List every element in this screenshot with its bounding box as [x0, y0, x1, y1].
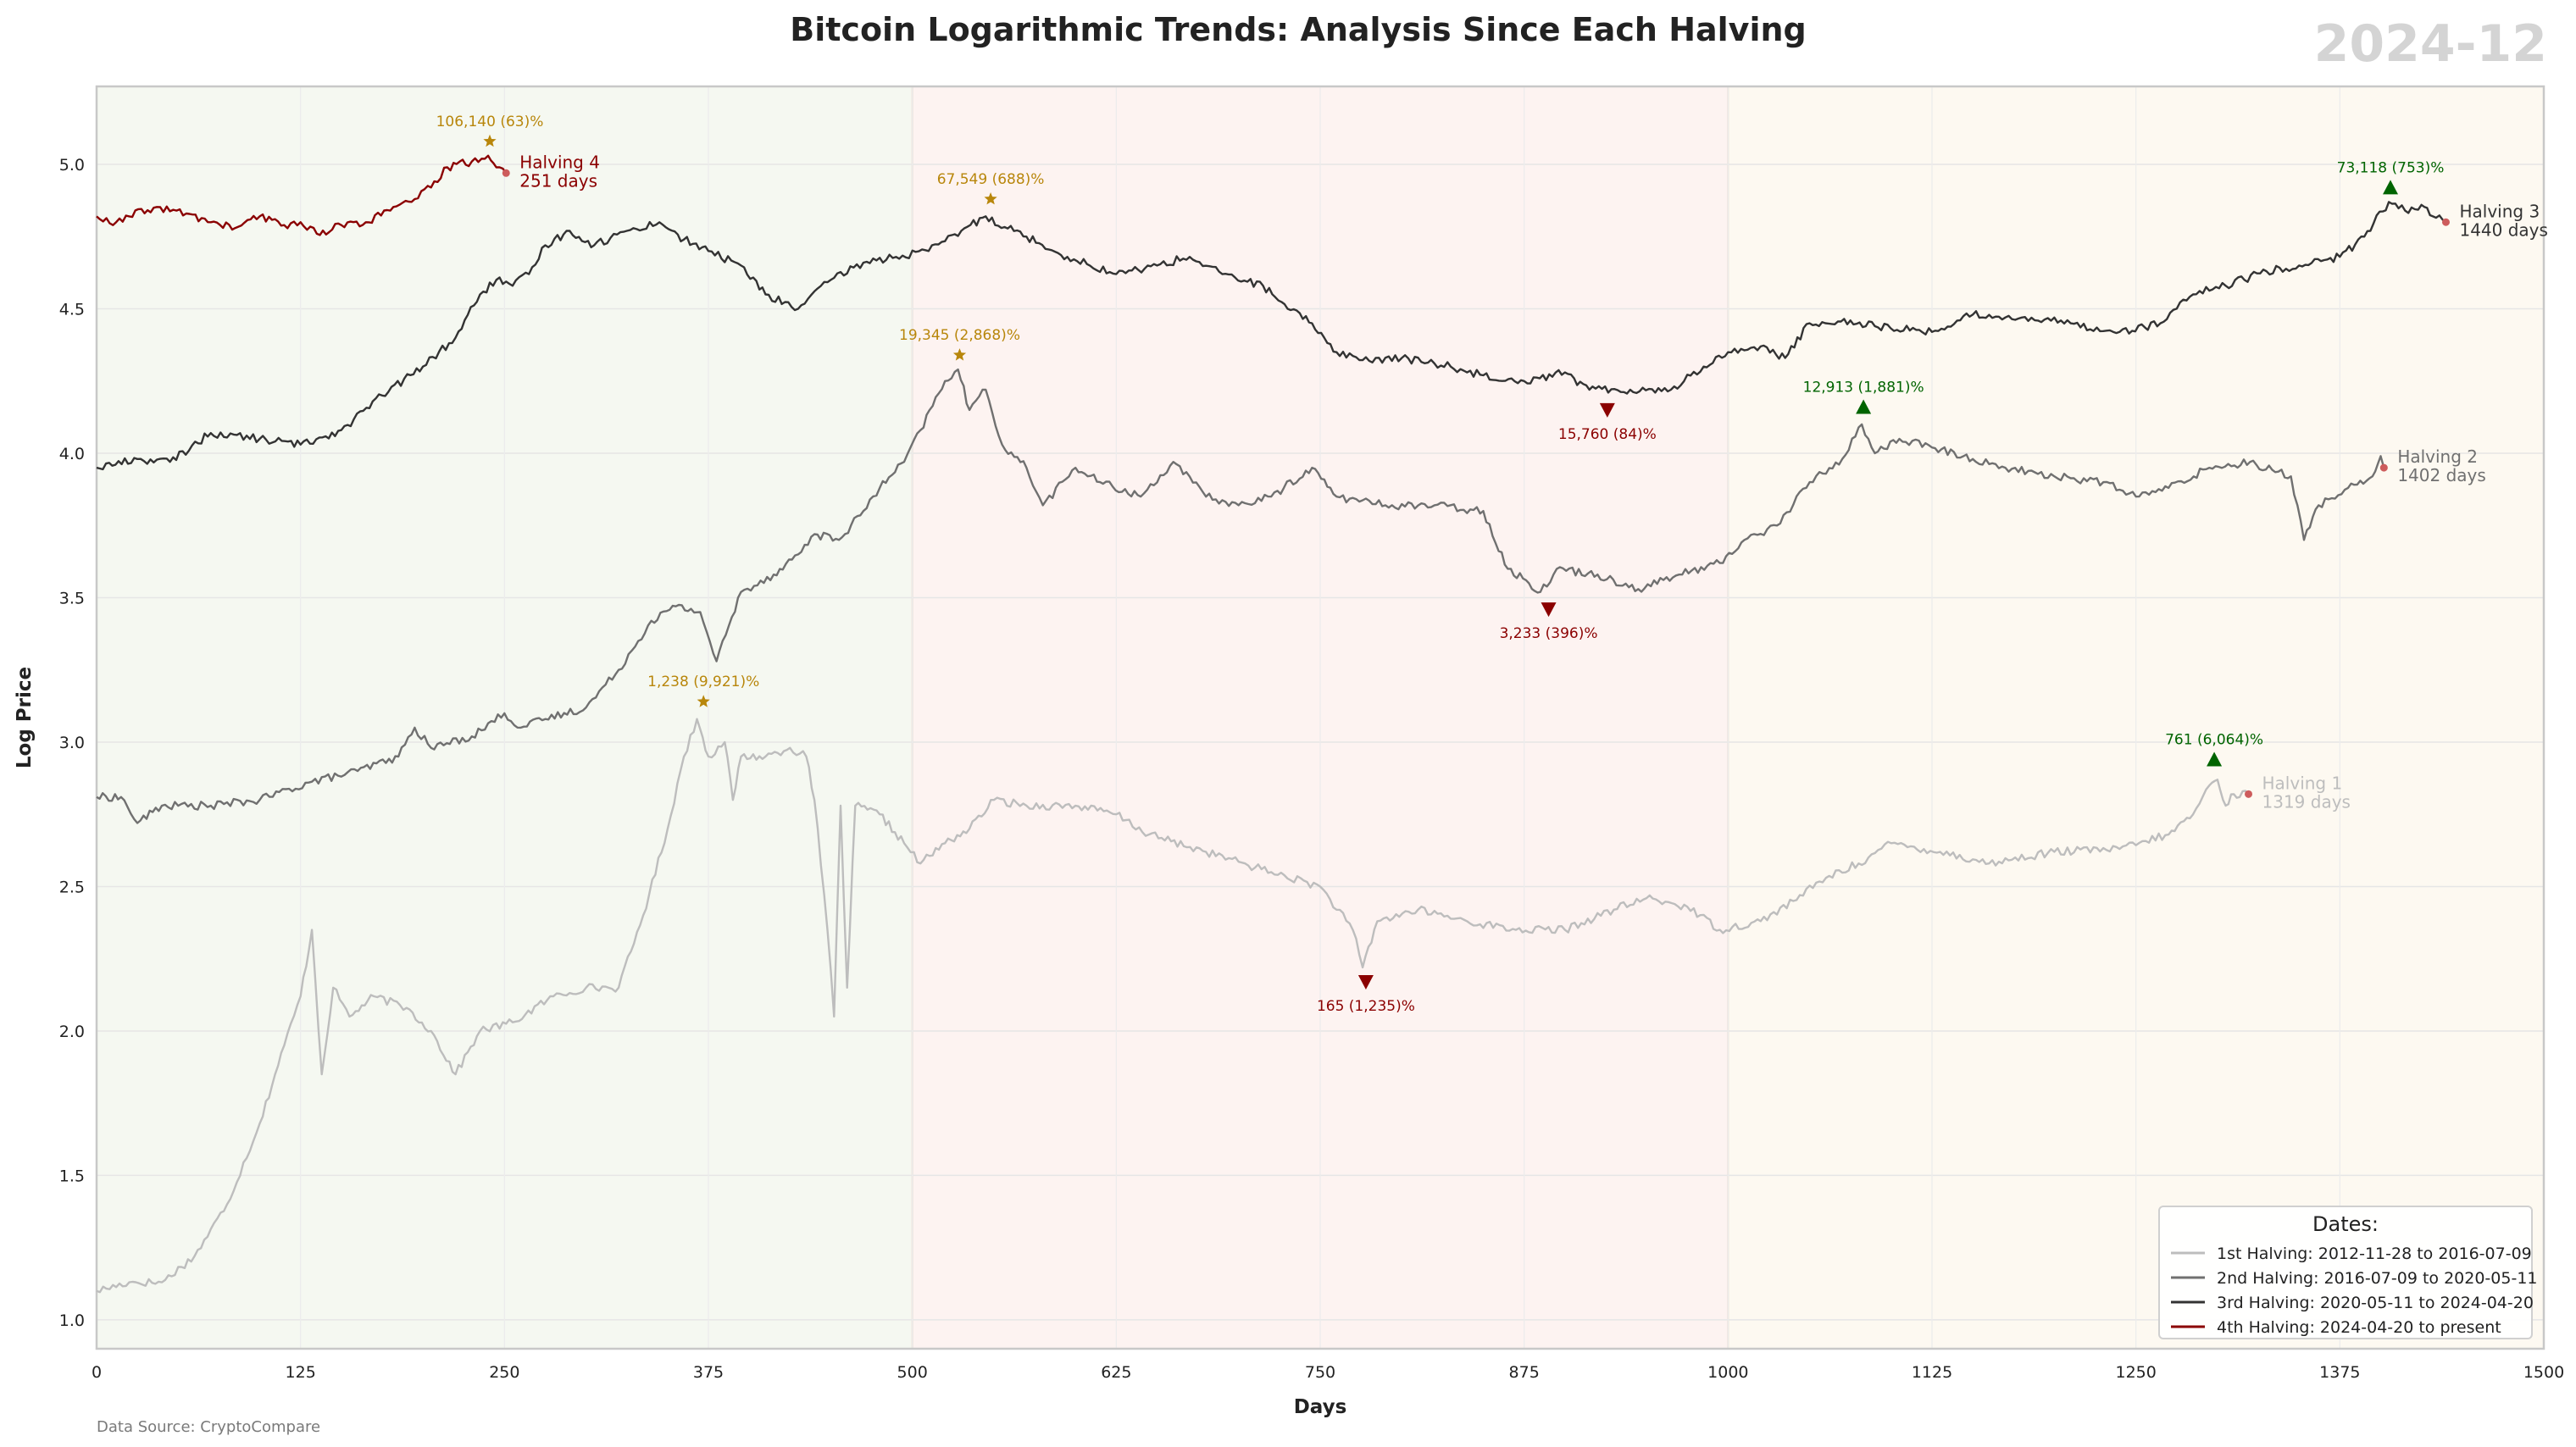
legend-item-1: 1st Halving: 2012-11-28 to 2016-07-09: [2217, 1245, 2532, 1263]
peak-marker-3: [952, 348, 967, 361]
plot-frame: [95, 85, 2545, 1350]
y-axis-label: Log Price: [14, 667, 36, 768]
x-tick-label: 375: [693, 1363, 724, 1382]
chart-title: Bitcoin Logarithmic Trends: Analysis Sin…: [790, 11, 1806, 48]
x-tick-label: 625: [1101, 1363, 1131, 1382]
series-end-dot-3: [2441, 218, 2450, 226]
series-line-1: [96, 718, 2250, 1294]
y-tick-label: 2.5: [59, 878, 85, 896]
y-tick-label: 2.0: [59, 1023, 85, 1041]
legend-item-4: 4th Halving: 2024-04-20 to present: [2217, 1318, 2501, 1337]
peak-marker-2: [984, 192, 997, 205]
data-source: Data Source: CryptoCompare: [97, 1418, 320, 1436]
x-tick-label: 1125: [1912, 1363, 1952, 1382]
legend-items: 1st Halving: 2012-11-28 to 2016-07-09 2nd…: [2171, 1245, 2538, 1337]
series-lines: [96, 154, 2447, 1294]
x-tick-label: 875: [1509, 1363, 1540, 1382]
low-annotation-label-8: 15,760 (84)%: [1558, 426, 1657, 443]
x-tick-label: 1375: [2319, 1363, 2360, 1382]
high-annotation-label-5: 73,118 (753)%: [2337, 159, 2445, 176]
x-tick-label: 500: [897, 1363, 928, 1382]
low-annotation-label-10: 165 (1,235)%: [1317, 998, 1415, 1015]
high-marker-6: [1856, 399, 1872, 414]
y-tick-label: 5.0: [59, 156, 85, 175]
low-marker-8: [1599, 402, 1615, 418]
series-end-label-2: Halving 2: [2397, 446, 2478, 467]
peak-marker-1: [483, 134, 497, 147]
low-marker-10: [1357, 974, 1374, 990]
peak-annotation-label-3: 19,345 (2,868)%: [899, 327, 1020, 344]
series-end-days-1: 1319 days: [2262, 791, 2351, 812]
y-tick-label: 1.0: [59, 1311, 85, 1330]
peak-annotation-label-1: 106,140 (63)%: [436, 114, 544, 130]
y-tick-label: 3.5: [59, 590, 85, 608]
legend-title: Dates:: [2312, 1212, 2379, 1236]
low-marker-9: [1541, 602, 1557, 618]
legend: Dates: 1st Halving: 2012-11-28 to 2016-0…: [2158, 1206, 2538, 1339]
series-end-days-3: 1440 days: [2459, 219, 2547, 240]
series-line-4: [96, 154, 508, 236]
x-tick-label: 0: [92, 1363, 102, 1382]
high-marker-5: [2383, 180, 2399, 195]
x-axis-label: Days: [1294, 1396, 1347, 1418]
series-end-dot-2: [2379, 463, 2388, 472]
legend-box: [2158, 1206, 2533, 1339]
series-end-label-1: Halving 1: [2262, 773, 2343, 793]
peak-annotation-label-2: 67,549 (688)%: [937, 171, 1045, 188]
legend-item-3: 3rd Halving: 2020-05-11 to 2024-04-20: [2217, 1294, 2534, 1312]
x-tick-label: 1500: [2523, 1363, 2564, 1382]
x-tick-label: 1250: [2115, 1363, 2156, 1382]
legend-item-2: 2nd Halving: 2016-07-09 to 2020-05-11: [2217, 1269, 2538, 1288]
y-tick-label: 3.0: [59, 734, 85, 752]
series-end-days-4: 251 days: [519, 170, 597, 191]
y-tick-label: 4.0: [59, 445, 85, 463]
price-annotations: 106,140 (63)% 67,549 (688)% 19,345 (2,868)…: [436, 114, 2445, 1015]
x-tick-label: 750: [1305, 1363, 1335, 1382]
peak-annotation-label-4: 1,238 (9,921)%: [647, 674, 759, 690]
series-end-dot-1: [2245, 790, 2253, 798]
high-annotation-label-6: 12,913 (1,881)%: [1803, 379, 1924, 396]
series-end-label-3: Halving 3: [2459, 201, 2540, 221]
series-end-days-2: 1402 days: [2397, 465, 2485, 485]
y-tick-label: 4.5: [59, 301, 85, 319]
series-end-dot-4: [502, 169, 510, 177]
y-tick-labels: 1.0 1.5 2.0 2.5 3.0 3.5 4.0 4.5 5.0: [59, 156, 85, 1330]
series-line-3: [96, 201, 2447, 471]
x-tick-label: 125: [286, 1363, 316, 1382]
series-line-2: [96, 368, 2385, 824]
x-tick-label: 1000: [1707, 1363, 1748, 1382]
peak-marker-4: [697, 695, 710, 707]
y-tick-label: 1.5: [59, 1167, 85, 1185]
x-tick-label: 250: [489, 1363, 519, 1382]
high-marker-7: [2207, 751, 2223, 767]
period-label: 2024-12: [2314, 14, 2547, 74]
high-annotation-label-7: 761 (6,064)%: [2165, 731, 2263, 748]
series-end-label-4: Halving 4: [519, 152, 600, 172]
gridlines: [96, 86, 2545, 1349]
low-annotation-label-9: 3,233 (396)%: [1500, 625, 1598, 642]
x-tick-labels: 0 125 250 375 500 625 750 875 1000 1125 1250 1375 15…: [92, 1363, 2564, 1382]
